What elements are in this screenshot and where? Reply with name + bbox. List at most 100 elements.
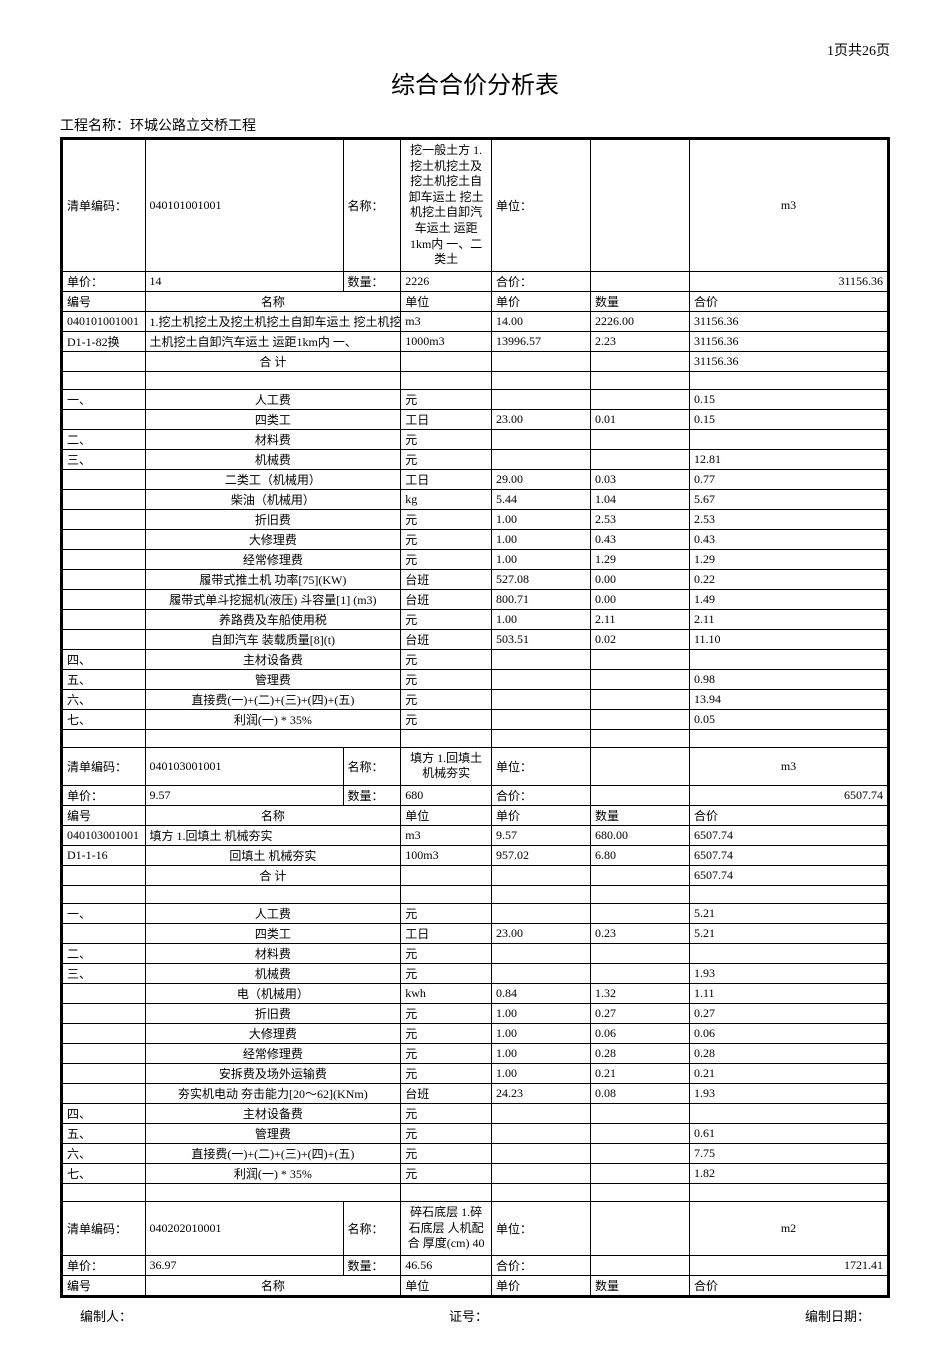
table-row: 夯实机电动 夯击能力[20～62](KNm)台班24.230.081.93 [63, 1083, 888, 1103]
col-no: 编号 [63, 1275, 146, 1295]
table-row: 履带式单斗挖掘机(液压) 斗容量[1] (m3)台班800.710.001.49 [63, 589, 888, 609]
table-row: 经常修理费元1.001.291.29 [63, 549, 888, 569]
col-unit: 单位 [401, 291, 492, 311]
sec2-name: 填方 1.回填土 机械夯实 [401, 747, 492, 785]
table-row: 三、机械费元12.81 [63, 449, 888, 469]
col-price: 单价 [492, 291, 591, 311]
col-unit: 单位 [401, 805, 492, 825]
table-row: 折旧费元1.002.532.53 [63, 509, 888, 529]
page-footer: 编制人： 证号： 编制日期： [60, 1298, 890, 1325]
table-row: 二、材料费元 [63, 429, 888, 449]
table-row: 四类工工日23.000.235.21 [63, 923, 888, 943]
table-row [63, 1183, 888, 1201]
table-row: 大修理费元1.000.060.06 [63, 1023, 888, 1043]
sec1-code: 040101001001 [145, 140, 343, 272]
table-row: 040103001001填方 1.回填土 机械夯实m39.57680.00650… [63, 825, 888, 845]
footer-date: 编制日期： [805, 1306, 870, 1325]
col-qty: 数量 [591, 805, 690, 825]
table-row: 四、主材设备费元 [63, 1103, 888, 1123]
project-name: 工程名称：环城公路立交桥工程 [60, 115, 890, 139]
table-row [63, 729, 888, 747]
sec1-price: 14 [145, 271, 343, 291]
label-unit: 单位： [492, 140, 591, 272]
page-title: 综合合价分析表 [60, 65, 890, 100]
table-row: 大修理费元1.000.430.43 [63, 529, 888, 549]
label-code: 清单编码： [63, 140, 146, 272]
col-total: 合价 [690, 291, 888, 311]
table-row: 六、直接费(一)+(二)+(三)+(四)+(五)元7.75 [63, 1143, 888, 1163]
table-row: 安拆费及场外运输费元1.000.210.21 [63, 1063, 888, 1083]
sec2-qty: 680 [401, 785, 492, 805]
sec3-qty: 46.56 [401, 1255, 492, 1275]
label-total: 合价： [492, 271, 591, 291]
label-code: 清单编码： [63, 1201, 146, 1255]
table-row: 自卸汽车 装载质量[8](t)台班503.510.0211.10 [63, 629, 888, 649]
sec3-unit: m2 [690, 1201, 888, 1255]
sec1-unit: m3 [690, 140, 888, 272]
table-row: 经常修理费元1.000.280.28 [63, 1043, 888, 1063]
table-row [63, 371, 888, 389]
sec3-name: 碎石底层 1.碎石底层 人机配合 厚度(cm) 40 [401, 1201, 492, 1255]
sec3-code: 040202010001 [145, 1201, 343, 1255]
label-name: 名称： [343, 747, 401, 785]
label-price: 单价： [63, 785, 146, 805]
col-total: 合价 [690, 805, 888, 825]
table-row: 合 计6507.74 [63, 865, 888, 885]
table-row: 七、利润(一) * 35%元1.82 [63, 1163, 888, 1183]
table-row: 三、机械费元1.93 [63, 963, 888, 983]
table-row: 四类工工日23.000.010.15 [63, 409, 888, 429]
label-total: 合价： [492, 785, 591, 805]
table-row: 柴油（机械用）kg5.441.045.67 [63, 489, 888, 509]
label-code: 清单编码： [63, 747, 146, 785]
sec2-price: 9.57 [145, 785, 343, 805]
table-row: 折旧费元1.000.270.27 [63, 1003, 888, 1023]
sec2-unit: m3 [690, 747, 888, 785]
table-row: 合 计31156.36 [63, 351, 888, 371]
table-row: 履带式推土机 功率[75](KW)台班527.080.000.22 [63, 569, 888, 589]
table-row: 一、人工费元0.15 [63, 389, 888, 409]
table-row [63, 885, 888, 903]
table-row: D1-1-82换土机挖土自卸汽车运土 运距1km内 一、1000m313996.… [63, 331, 888, 351]
table-row: 五、管理费元0.61 [63, 1123, 888, 1143]
label-price: 单价： [63, 271, 146, 291]
label-name: 名称： [343, 140, 401, 272]
footer-cert: 证号： [449, 1306, 488, 1325]
label-qty: 数量： [343, 785, 401, 805]
sec3-price: 36.97 [145, 1255, 343, 1275]
table-row: 0401010010011.挖土机挖土及挖土机挖土自卸车运土 挖土机挖土自卸汽车… [63, 311, 888, 331]
table-row: 七、利润(一) * 35%元0.05 [63, 709, 888, 729]
table-row: 电（机械用）kwh0.841.321.11 [63, 983, 888, 1003]
main-table: 清单编码： 040101001001 名称： 挖一般土方 1.挖土机挖土及挖土机… [62, 139, 888, 1296]
table-row: 六、直接费(一)+(二)+(三)+(四)+(五)元13.94 [63, 689, 888, 709]
footer-by: 编制人： [80, 1306, 132, 1325]
sec3-total: 1721.41 [690, 1255, 888, 1275]
col-total: 合价 [690, 1275, 888, 1295]
col-qty: 数量 [591, 1275, 690, 1295]
sec1-total: 31156.36 [690, 271, 888, 291]
col-name: 名称 [145, 1275, 401, 1295]
col-price: 单价 [492, 1275, 591, 1295]
label-price: 单价： [63, 1255, 146, 1275]
col-no: 编号 [63, 805, 146, 825]
label-name: 名称： [343, 1201, 401, 1255]
sec1-name: 挖一般土方 1.挖土机挖土及挖土机挖土自卸车运土 挖土机挖土自卸汽车运土 运距1… [401, 140, 492, 272]
sec2-total: 6507.74 [690, 785, 888, 805]
sec1-qty: 2226 [401, 271, 492, 291]
table-row: D1-1-16回填土 机械夯实100m3957.026.806507.74 [63, 845, 888, 865]
label-total: 合价： [492, 1255, 591, 1275]
table-row: 五、管理费元0.98 [63, 669, 888, 689]
col-no: 编号 [63, 291, 146, 311]
col-name: 名称 [145, 805, 401, 825]
page-number: 1页共26页 [60, 40, 890, 60]
table-row: 一、人工费元5.21 [63, 903, 888, 923]
label-qty: 数量： [343, 1255, 401, 1275]
col-name: 名称 [145, 291, 401, 311]
col-price: 单价 [492, 805, 591, 825]
label-qty: 数量： [343, 271, 401, 291]
table-row: 四、主材设备费元 [63, 649, 888, 669]
table-row: 养路费及车船使用税元1.002.112.11 [63, 609, 888, 629]
table-row: 二、材料费元 [63, 943, 888, 963]
label-unit: 单位： [492, 1201, 591, 1255]
label-unit: 单位： [492, 747, 591, 785]
col-unit: 单位 [401, 1275, 492, 1295]
